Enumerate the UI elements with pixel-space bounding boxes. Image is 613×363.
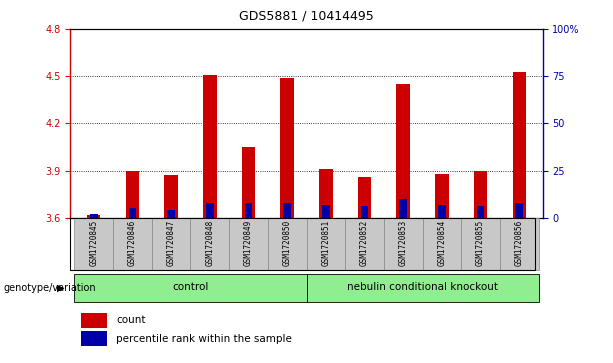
Bar <box>74 218 113 270</box>
Bar <box>152 218 191 270</box>
Text: GDS5881 / 10414495: GDS5881 / 10414495 <box>239 9 374 22</box>
Bar <box>167 210 175 218</box>
Text: GSM1720853: GSM1720853 <box>398 219 408 266</box>
Bar <box>358 177 371 218</box>
Bar <box>399 199 407 218</box>
Text: GSM1720847: GSM1720847 <box>167 219 175 266</box>
Text: GSM1720851: GSM1720851 <box>321 219 330 266</box>
Bar <box>477 207 484 218</box>
Bar <box>268 218 306 270</box>
Text: percentile rank within the sample: percentile rank within the sample <box>116 334 292 344</box>
Bar <box>360 207 368 218</box>
Bar <box>306 218 345 270</box>
Text: GSM1720846: GSM1720846 <box>128 219 137 266</box>
Text: GSM1720854: GSM1720854 <box>438 219 446 266</box>
Bar <box>438 205 446 218</box>
Text: GSM1720845: GSM1720845 <box>89 219 98 266</box>
Text: GSM1720848: GSM1720848 <box>205 219 215 266</box>
Bar <box>322 205 330 218</box>
Bar <box>283 203 291 218</box>
Bar <box>113 218 152 270</box>
Bar <box>203 75 216 218</box>
Bar <box>87 215 101 218</box>
Text: genotype/variation: genotype/variation <box>3 283 96 293</box>
Bar <box>164 175 178 218</box>
Text: ▶: ▶ <box>57 283 64 293</box>
Bar <box>474 171 487 218</box>
Bar <box>206 203 214 218</box>
Bar <box>90 214 97 218</box>
Bar <box>306 274 539 302</box>
Bar <box>435 174 449 218</box>
Text: nebulin conditional knockout: nebulin conditional knockout <box>347 282 498 292</box>
Bar <box>319 169 333 218</box>
Bar <box>397 84 410 218</box>
Text: count: count <box>116 315 146 325</box>
Text: GSM1720855: GSM1720855 <box>476 219 485 266</box>
Bar <box>242 147 255 218</box>
Text: GSM1720849: GSM1720849 <box>244 219 253 266</box>
Bar <box>229 218 268 270</box>
Bar <box>384 218 422 270</box>
Text: GSM1720850: GSM1720850 <box>283 219 292 266</box>
Bar <box>422 218 461 270</box>
Bar <box>74 274 306 302</box>
Bar <box>82 331 107 346</box>
Bar <box>280 78 294 218</box>
Bar <box>82 313 107 328</box>
Text: GSM1720856: GSM1720856 <box>515 219 524 266</box>
Bar <box>129 208 136 218</box>
Bar <box>516 203 523 218</box>
Bar <box>512 72 526 218</box>
Bar <box>191 218 229 270</box>
Bar <box>461 218 500 270</box>
Bar <box>245 203 253 218</box>
Bar <box>500 218 539 270</box>
Bar <box>126 171 139 218</box>
Text: control: control <box>172 282 208 292</box>
Bar <box>345 218 384 270</box>
Text: GSM1720852: GSM1720852 <box>360 219 369 266</box>
